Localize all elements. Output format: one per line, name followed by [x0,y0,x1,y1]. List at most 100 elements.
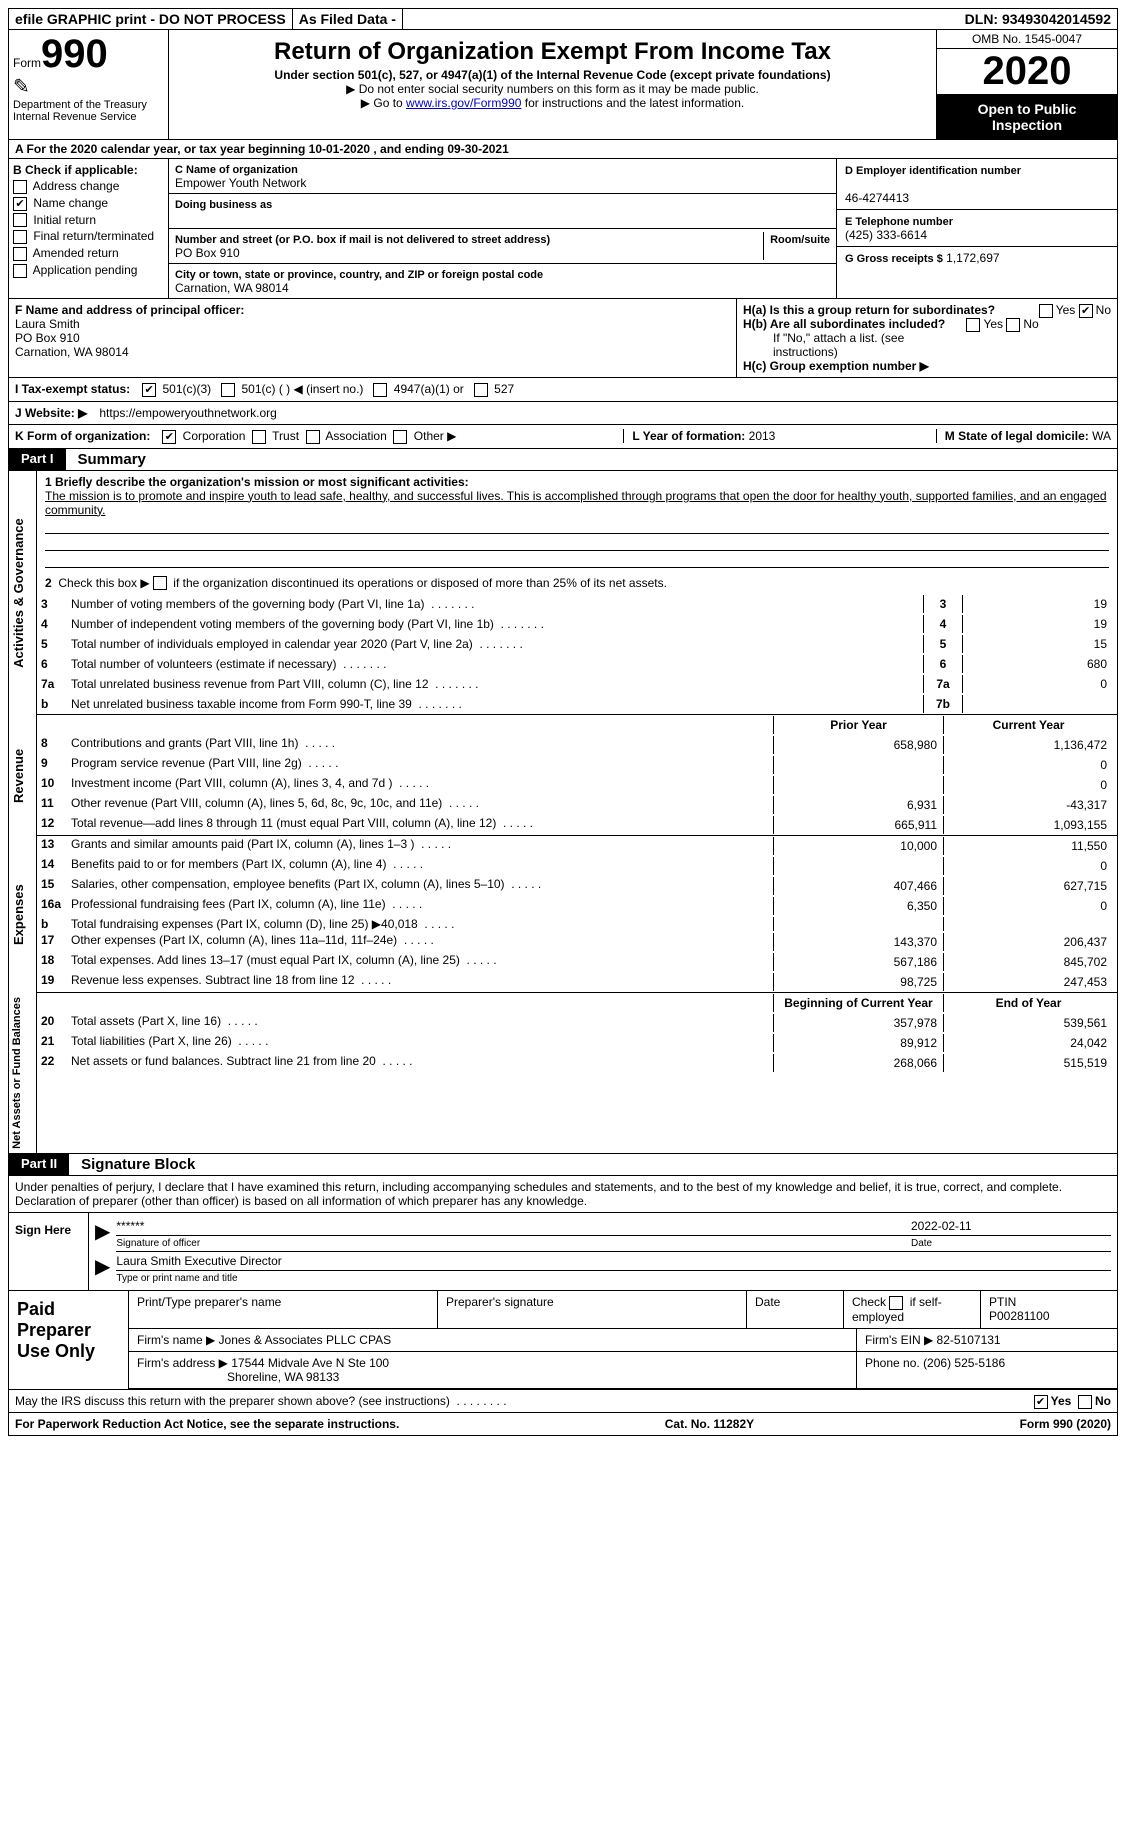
summary-line-5: 5Total number of individuals employed in… [37,634,1117,654]
footer: For Paperwork Reduction Act Notice, see … [8,1413,1118,1436]
summary-line-12: 12Total revenue—add lines 8 through 11 (… [37,815,1117,835]
firm-ein: 82-5107131 [937,1333,1001,1347]
summary-table: Activities & Governance 1 Briefly descri… [8,471,1118,1155]
header-title-block: Return of Organization Exempt From Incom… [169,30,937,139]
form-subtitle: Under section 501(c), 527, or 4947(a)(1)… [175,68,930,82]
ha-no-checkbox[interactable] [1079,304,1093,318]
row-i-tax-status: I Tax-exempt status: 501(c)(3) 501(c) ( … [8,378,1118,402]
efile-label: efile GRAPHIC print - DO NOT PROCESS [9,9,293,29]
summary-line-3: 3Number of voting members of the governi… [37,594,1117,614]
org-form-opt[interactable]: Association [306,429,394,443]
form-number: 990 [41,32,108,76]
summary-line-22: 22Net assets or fund balances. Subtract … [37,1053,1117,1073]
summary-line-19: 19Revenue less expenses. Subtract line 1… [37,972,1117,992]
checkbox-initial-return[interactable]: Initial return [13,213,164,228]
org-form-opt[interactable]: Other ▶ [393,429,463,443]
omb: OMB No. 1545-0047 [937,30,1117,49]
part-i-header: Part I Summary [8,449,1118,471]
firm-address: 17544 Midvale Ave N Ste 100 [231,1356,389,1370]
discuss-yes-checkbox[interactable] [1034,1395,1048,1409]
col-b-checkboxes: B Check if applicable: Address change Na… [9,159,169,298]
form-title: Return of Organization Exempt From Incom… [175,38,930,66]
sec-activities: 1 Briefly describe the organization's mi… [37,471,1117,716]
checkbox-amended-return[interactable]: Amended return [13,246,164,261]
firm-name: Jones & Associates PLLC CPAS [219,1333,392,1347]
ptin: P00281100 [989,1309,1050,1323]
header-right: OMB No. 1545-0047 2020 Open to Public In… [937,30,1117,139]
summary-line-21: 21Total liabilities (Part X, line 26) . … [37,1033,1117,1053]
org-form-opt[interactable]: Trust [252,429,306,443]
ha-yes-checkbox[interactable] [1039,304,1053,318]
discuss-no-checkbox[interactable] [1078,1395,1092,1409]
part-ii-header: Part II Signature Block [8,1154,1118,1176]
tax-year: 2020 [937,49,1117,95]
ein: 46-4274413 [845,191,909,205]
dln: DLN: 93493042014592 [959,9,1117,29]
sec-expenses: 13Grants and similar amounts paid (Part … [37,836,1117,993]
line-2: 2 Check this box ▶ if the organization d… [37,572,1117,595]
discontinued-checkbox[interactable] [153,576,167,590]
officer-signature: ▶ ******2022-02-11 Signature of officerD… [89,1213,1117,1290]
col-d-e-g: D Employer identification number46-42744… [837,159,1117,298]
summary-line-14: 14Benefits paid to or for members (Part … [37,856,1117,876]
group-return: H(a) Is this a group return for subordin… [737,299,1117,377]
summary-line-16a: 16aProfessional fundraising fees (Part I… [37,896,1117,916]
summary-line-18: 18Total expenses. Add lines 13–17 (must … [37,952,1117,972]
summary-line-6: 6Total number of volunteers (estimate if… [37,654,1117,674]
asfiled-label: As Filed Data - [293,9,403,29]
vlabel-revenue: Revenue [9,715,37,836]
summary-line-15: 15Salaries, other compensation, employee… [37,876,1117,896]
dept-label: Department of the Treasury Internal Reve… [13,99,164,123]
hb-no-checkbox[interactable] [1006,318,1020,332]
tax-status-opt[interactable]: 501(c) ( ) ◀ (insert no.) [221,382,373,396]
hb-yes-checkbox[interactable] [966,318,980,332]
sec-netassets: Beginning of Current YearEnd of Year 20T… [37,993,1117,1153]
summary-line-7b: bNet unrelated business taxable income f… [37,694,1117,714]
summary-line-9: 9Program service revenue (Part VIII, lin… [37,755,1117,775]
sec-revenue: Prior YearCurrent Year 8Contributions an… [37,715,1117,836]
org-city: Carnation, WA 98014 [175,281,289,295]
org-form-opt[interactable]: Corporation [162,429,252,443]
checkbox-final-return-terminated[interactable]: Final return/terminated [13,229,164,244]
row-j-website: J Website: ▶ https://empoweryouthnetwork… [8,402,1118,425]
firm-phone: (206) 525-5186 [923,1356,1005,1370]
summary-line-13: 13Grants and similar amounts paid (Part … [37,836,1117,856]
row-a-tax-year: A For the 2020 calendar year, or tax yea… [8,140,1118,159]
checkbox-name-change[interactable]: Name change [13,196,164,211]
website-url: https://empoweryouthnetwork.org [99,406,276,420]
tax-status-opt[interactable]: 527 [474,382,524,396]
tax-status-opt[interactable]: 501(c)(3) [142,382,221,396]
paid-preparer: Paid Preparer Use Only Print/Type prepar… [9,1290,1117,1389]
vlabel-activities: Activities & Governance [9,471,37,716]
vlabel-expenses: Expenses [9,836,37,993]
self-employed-checkbox[interactable] [889,1296,903,1310]
row-f-h: F Name and address of principal officer:… [8,298,1118,378]
telephone: (425) 333-6614 [845,228,927,242]
form-header: Form990 ✎ Department of the Treasury Int… [8,30,1118,140]
gross-receipts: 1,172,697 [946,251,999,265]
note-link: ▶ Go to www.irs.gov/Form990 for instruct… [175,96,930,110]
mission: 1 Briefly describe the organization's mi… [37,471,1117,572]
header-left: Form990 ✎ Department of the Treasury Int… [9,30,169,139]
row-k: K Form of organization: Corporation Trus… [8,425,1118,449]
sign-here-label: Sign Here [9,1213,89,1290]
checkbox-application-pending[interactable]: Application pending [13,263,164,278]
summary-line-7a: 7aTotal unrelated business revenue from … [37,674,1117,694]
summary-line-8: 8Contributions and grants (Part VIII, li… [37,735,1117,755]
org-address: PO Box 910 [175,246,240,260]
summary-line-20: 20Total assets (Part X, line 16) . . . .… [37,1013,1117,1033]
org-name: Empower Youth Network [175,176,306,190]
form-ref: Form 990 (2020) [1020,1417,1111,1431]
summary-line-11: 11Other revenue (Part VIII, column (A), … [37,795,1117,815]
open-to-public: Open to Public Inspection [937,95,1117,139]
summary-line-4: 4Number of independent voting members of… [37,614,1117,634]
col-c: C Name of organizationEmpower Youth Netw… [169,159,837,298]
note-ssn: ▶ Do not enter social security numbers o… [175,82,930,96]
entity-info: B Check if applicable: Address change Na… [8,159,1118,298]
summary-line-17: 17Other expenses (Part IX, column (A), l… [37,932,1117,952]
tax-status-opt[interactable]: 4947(a)(1) or [373,382,473,396]
checkbox-address-change[interactable]: Address change [13,179,164,194]
year-formation: L Year of formation: 2013 [623,429,775,443]
top-bar: efile GRAPHIC print - DO NOT PROCESS As … [8,8,1118,30]
irs-link[interactable]: www.irs.gov/Form990 [406,96,521,110]
